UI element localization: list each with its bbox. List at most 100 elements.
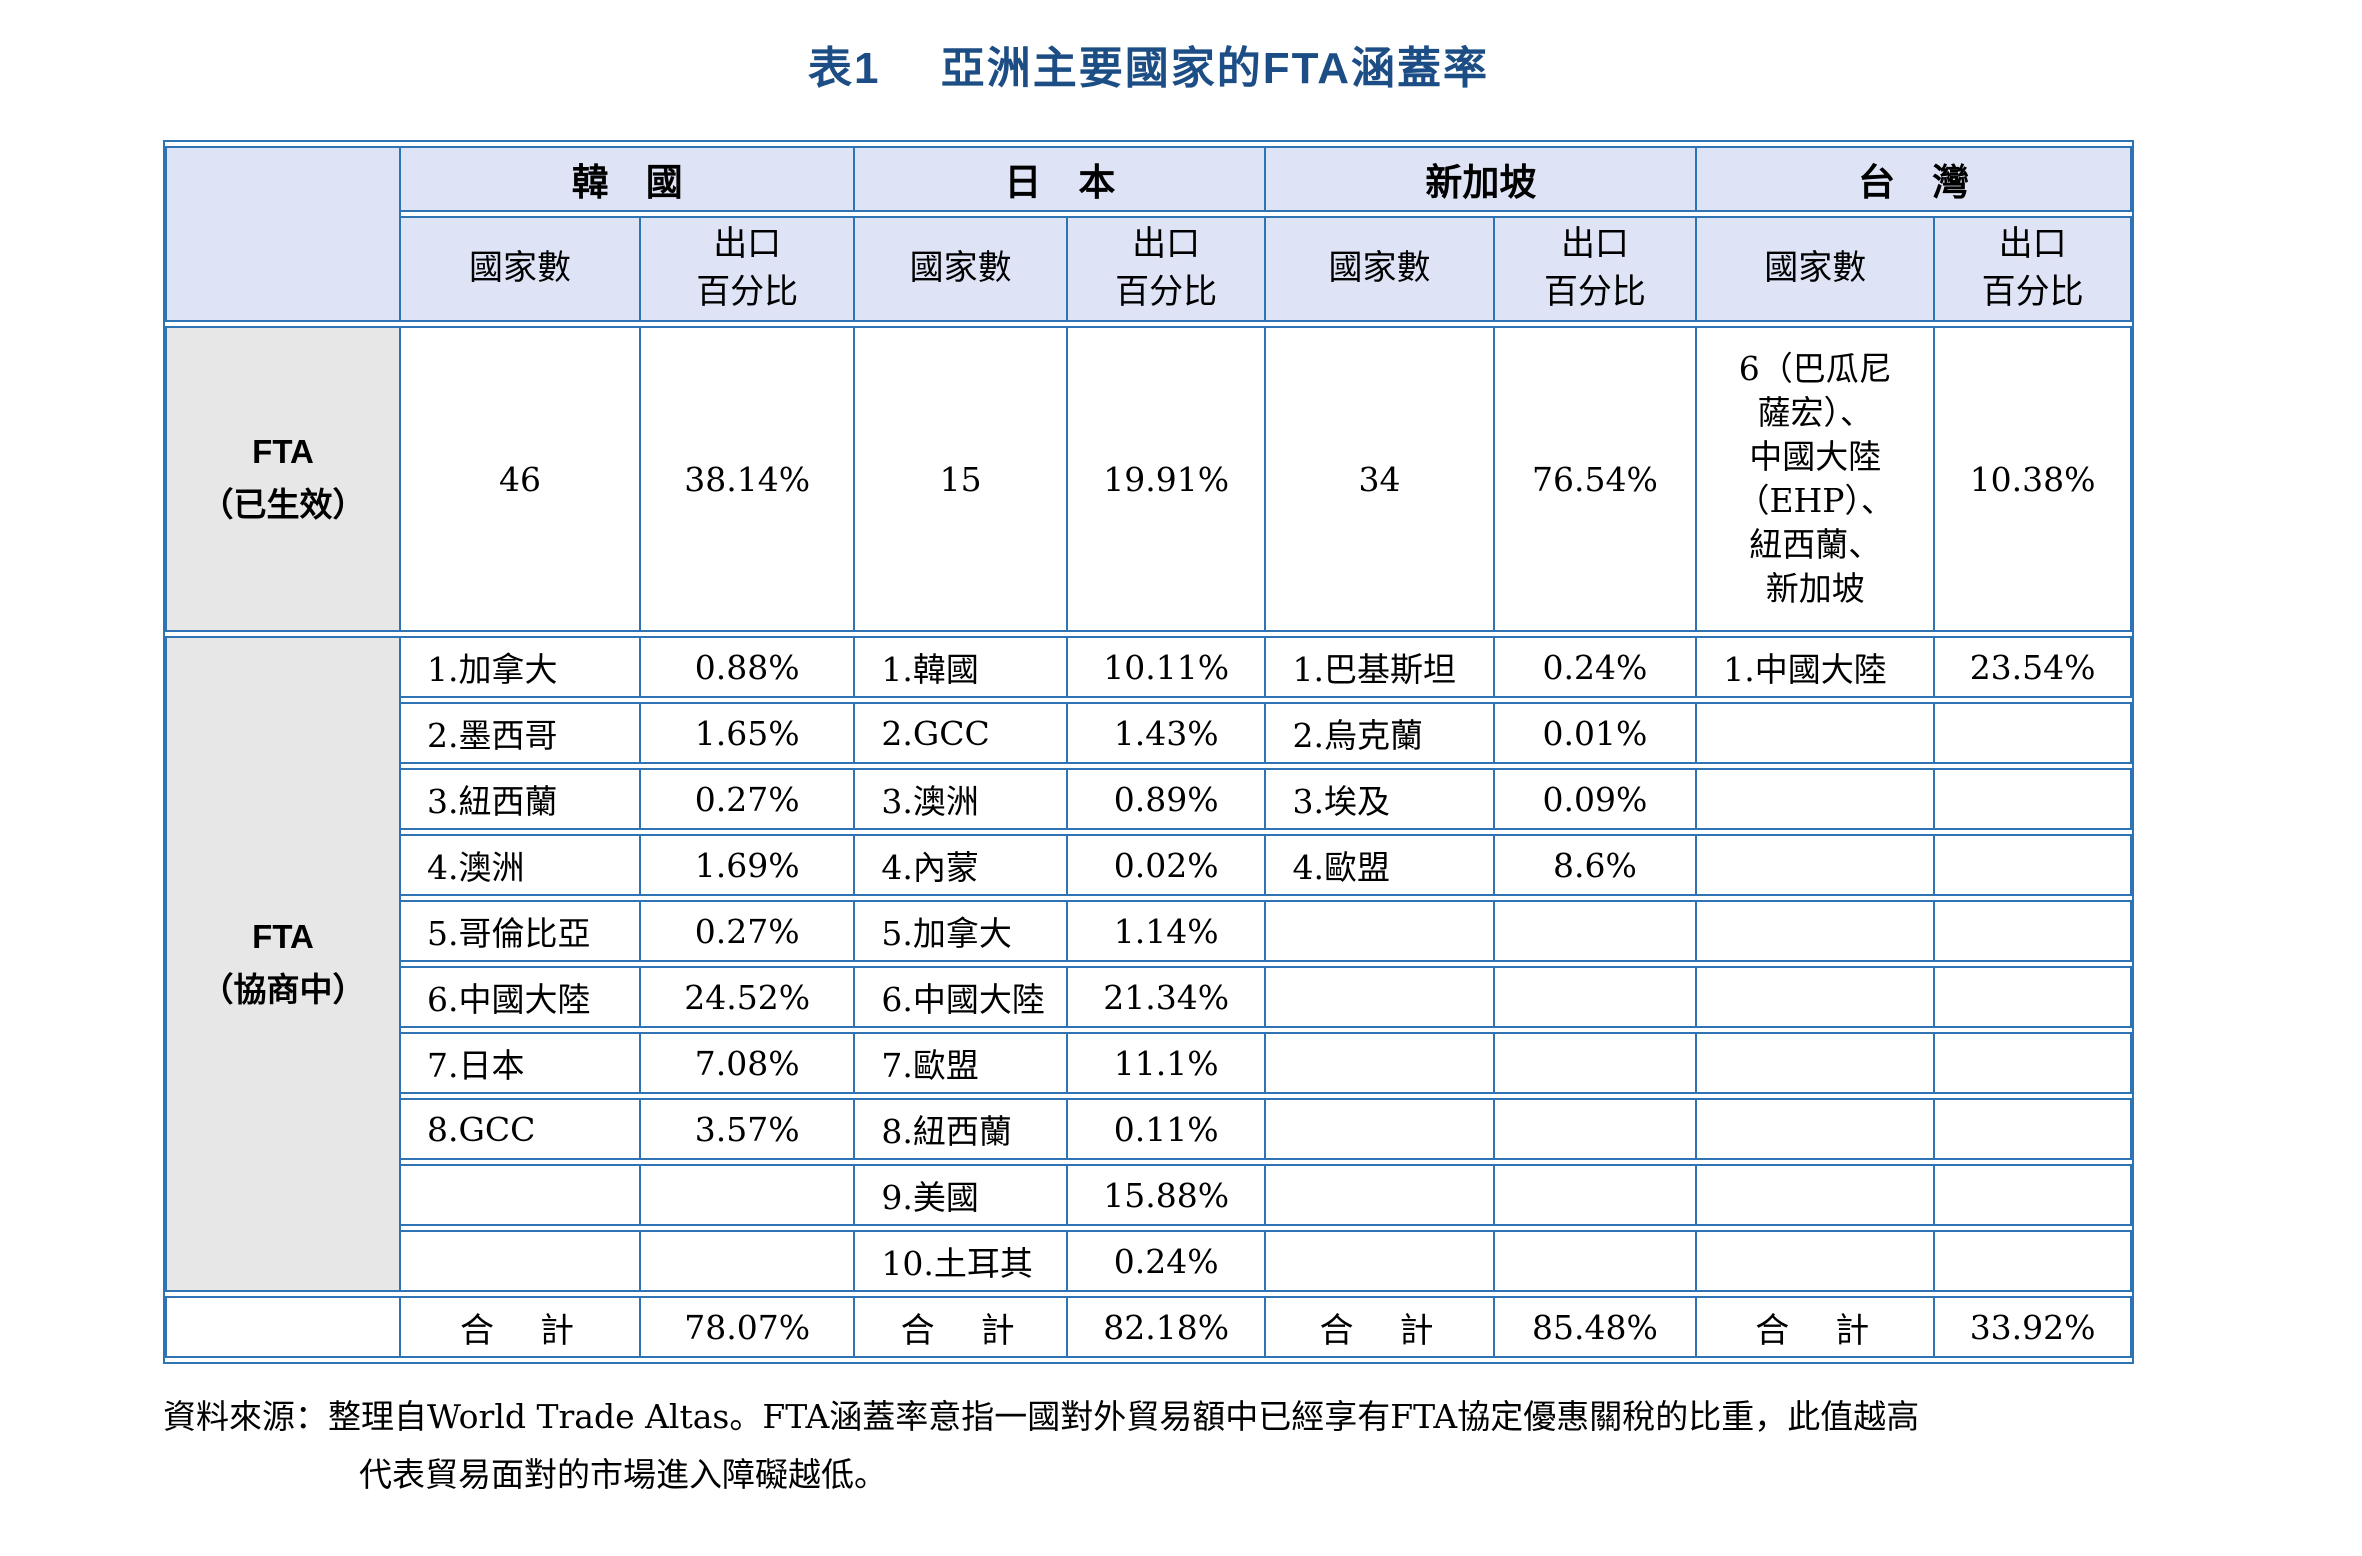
- pct-header-line1: 出口: [1560, 225, 1629, 264]
- header-row-groups: 韓 國 日 本 新加坡 台 灣: [165, 146, 2132, 322]
- row-label-line1: FTA: [252, 433, 314, 471]
- singapore-in-effect-count: 34: [1266, 326, 1495, 632]
- singapore-neg-country: [1266, 1230, 1495, 1292]
- group-header-singapore: 新加坡: [1266, 146, 1698, 212]
- row-total: 合 計 78.07% 合 計 82.18% 合 計 85.48% 合 計 33.…: [165, 1296, 2132, 1358]
- japan-neg-country: 1.韓國: [855, 636, 1068, 698]
- japan-neg-pct: 0.89%: [1067, 768, 1267, 830]
- taiwan-neg-pct: [1935, 702, 2132, 764]
- korea-neg-country: 2.墨西哥: [401, 702, 641, 764]
- taiwan-neg-pct: 23.54%: [1935, 636, 2132, 698]
- japan-neg-country: 2.GCC: [855, 702, 1068, 764]
- taiwan-neg-pct: [1935, 834, 2132, 896]
- singapore-neg-country: 2.烏克蘭: [1266, 702, 1495, 764]
- singapore-neg-pct: 8.6%: [1494, 834, 1698, 896]
- neg-row-8: 8.GCC 3.57% 8.紐西蘭 0.11%: [165, 1098, 2132, 1160]
- japan-neg-pct: 11.1%: [1067, 1032, 1267, 1094]
- singapore-neg-country: [1266, 1164, 1495, 1226]
- singapore-neg-country: [1266, 1098, 1495, 1160]
- japan-total-pct: 82.18%: [1067, 1296, 1267, 1358]
- korea-neg-pct: 0.27%: [641, 900, 856, 962]
- korea-total-label: 合 計: [401, 1296, 641, 1358]
- japan-neg-country: 10.土耳其: [855, 1230, 1068, 1292]
- japan-neg-pct: 0.11%: [1067, 1098, 1267, 1160]
- korea-neg-pct: [641, 1164, 856, 1226]
- taiwan-total-label: 合 計: [1697, 1296, 1936, 1358]
- korea-neg-pct: 7.08%: [641, 1032, 856, 1094]
- neg-row-9: 9.美國 15.88%: [165, 1164, 2132, 1226]
- singapore-neg-country: 1.巴基斯坦: [1266, 636, 1495, 698]
- japan-neg-country: 3.澳洲: [855, 768, 1068, 830]
- singapore-neg-pct: [1494, 1098, 1698, 1160]
- japan-in-effect-pct: 19.91%: [1067, 326, 1267, 632]
- neg-row-1: FTA （協商中） 1.加拿大 0.88% 1.韓國 10.11% 1.巴基斯坦…: [165, 636, 2132, 1292]
- taiwan-neg-pct: [1935, 1230, 2132, 1292]
- japan-in-effect-count: 15: [855, 326, 1068, 632]
- footnote-line2: 代表貿易面對的市場進入障礙越低。: [359, 1454, 887, 1494]
- taiwan-neg-country: [1697, 1032, 1936, 1094]
- korea-neg-country: 6.中國大陸: [401, 966, 641, 1028]
- singapore-neg-country: 4.歐盟: [1266, 834, 1495, 896]
- taiwan-neg-pct: [1935, 1098, 2132, 1160]
- taiwan-neg-country: [1697, 900, 1936, 962]
- korea-in-effect-count: 46: [401, 326, 641, 632]
- korea-neg-country: 1.加拿大: [401, 636, 641, 698]
- row-label-line1: FTA: [252, 918, 314, 956]
- singapore-neg-pct: [1494, 900, 1698, 962]
- neg-row-5: 5.哥倫比亞 0.27% 5.加拿大 1.14%: [165, 900, 2132, 962]
- taiwan-in-effect-pct: 10.38%: [1935, 326, 2132, 632]
- singapore-in-effect-pct: 76.54%: [1494, 326, 1698, 632]
- taiwan-line: 紐西蘭、: [1749, 525, 1882, 564]
- japan-neg-pct: 0.24%: [1067, 1230, 1267, 1292]
- japan-neg-country: 7.歐盟: [855, 1032, 1068, 1094]
- singapore-total-pct: 85.48%: [1494, 1296, 1698, 1358]
- korea-count-header: 國家數: [401, 216, 641, 322]
- korea-neg-country: 8.GCC: [401, 1098, 641, 1160]
- japan-neg-pct: 21.34%: [1067, 966, 1267, 1028]
- singapore-neg-pct: 0.24%: [1494, 636, 1698, 698]
- fta-coverage-table: 韓 國 日 本 新加坡 台 灣 國家數 出口 百分比 國家數 出口 百分比 國家…: [163, 140, 2134, 1364]
- japan-neg-pct: 0.02%: [1067, 834, 1267, 896]
- pct-header-line2: 百分比: [1115, 273, 1218, 311]
- singapore-neg-pct: [1494, 966, 1698, 1028]
- korea-neg-country: 4.澳洲: [401, 834, 641, 896]
- row-label-negotiating: FTA （協商中）: [165, 636, 402, 1292]
- japan-neg-country: 9.美國: [855, 1164, 1068, 1226]
- korea-neg-country: [401, 1164, 641, 1226]
- singapore-neg-country: 3.埃及: [1266, 768, 1495, 830]
- japan-neg-pct: 1.43%: [1067, 702, 1267, 764]
- japan-neg-country: 6.中國大陸: [855, 966, 1068, 1028]
- header-row-sub: 國家數 出口 百分比 國家數 出口 百分比 國家數 出口 百分比 國家數 出口: [165, 216, 2132, 322]
- neg-row-10: 10.土耳其 0.24%: [165, 1230, 2132, 1292]
- taiwan-neg-pct: [1935, 1164, 2132, 1226]
- neg-row-7: 7.日本 7.08% 7.歐盟 11.1%: [165, 1032, 2132, 1094]
- korea-neg-pct: 1.69%: [641, 834, 856, 896]
- korea-total-pct: 78.07%: [641, 1296, 856, 1358]
- korea-neg-pct: 1.65%: [641, 702, 856, 764]
- row-label-in-effect: FTA （已生效）: [165, 326, 402, 632]
- japan-neg-pct: 10.11%: [1067, 636, 1267, 698]
- korea-neg-pct: [641, 1230, 856, 1292]
- korea-pct-header: 出口 百分比: [641, 216, 856, 322]
- taiwan-in-effect-lines: 6（巴瓜尼 薩宏）、 中國大陸 （EHP）、 紐西蘭、 新加坡: [1703, 347, 1927, 611]
- singapore-neg-pct: [1494, 1032, 1698, 1094]
- pct-header-line2: 百分比: [696, 273, 799, 311]
- japan-pct-header: 出口 百分比: [1067, 216, 1267, 322]
- singapore-pct-header: 出口 百分比: [1494, 216, 1698, 322]
- neg-row-4: 4.澳洲 1.69% 4.內蒙 0.02% 4.歐盟 8.6%: [165, 834, 2132, 896]
- group-header-japan: 日 本: [855, 146, 1267, 212]
- korea-neg-country: 7.日本: [401, 1032, 641, 1094]
- taiwan-neg-country: [1697, 1230, 1936, 1292]
- table-title: 表1 亞洲主要國家的FTA涵蓋率: [808, 44, 1489, 93]
- singapore-neg-country: [1266, 966, 1495, 1028]
- total-row-empty-label: [165, 1296, 402, 1358]
- taiwan-neg-country: [1697, 1164, 1936, 1226]
- neg-row-2: 2.墨西哥 1.65% 2.GCC 1.43% 2.烏克蘭 0.01%: [165, 702, 2132, 764]
- singapore-count-header: 國家數: [1266, 216, 1495, 322]
- japan-neg-country: 5.加拿大: [855, 900, 1068, 962]
- taiwan-line: （EHP）、: [1736, 481, 1895, 520]
- japan-count-header: 國家數: [855, 216, 1068, 322]
- neg-row-6: 6.中國大陸 24.52% 6.中國大陸 21.34%: [165, 966, 2132, 1028]
- korea-neg-country: 5.哥倫比亞: [401, 900, 641, 962]
- japan-neg-country: 4.內蒙: [855, 834, 1068, 896]
